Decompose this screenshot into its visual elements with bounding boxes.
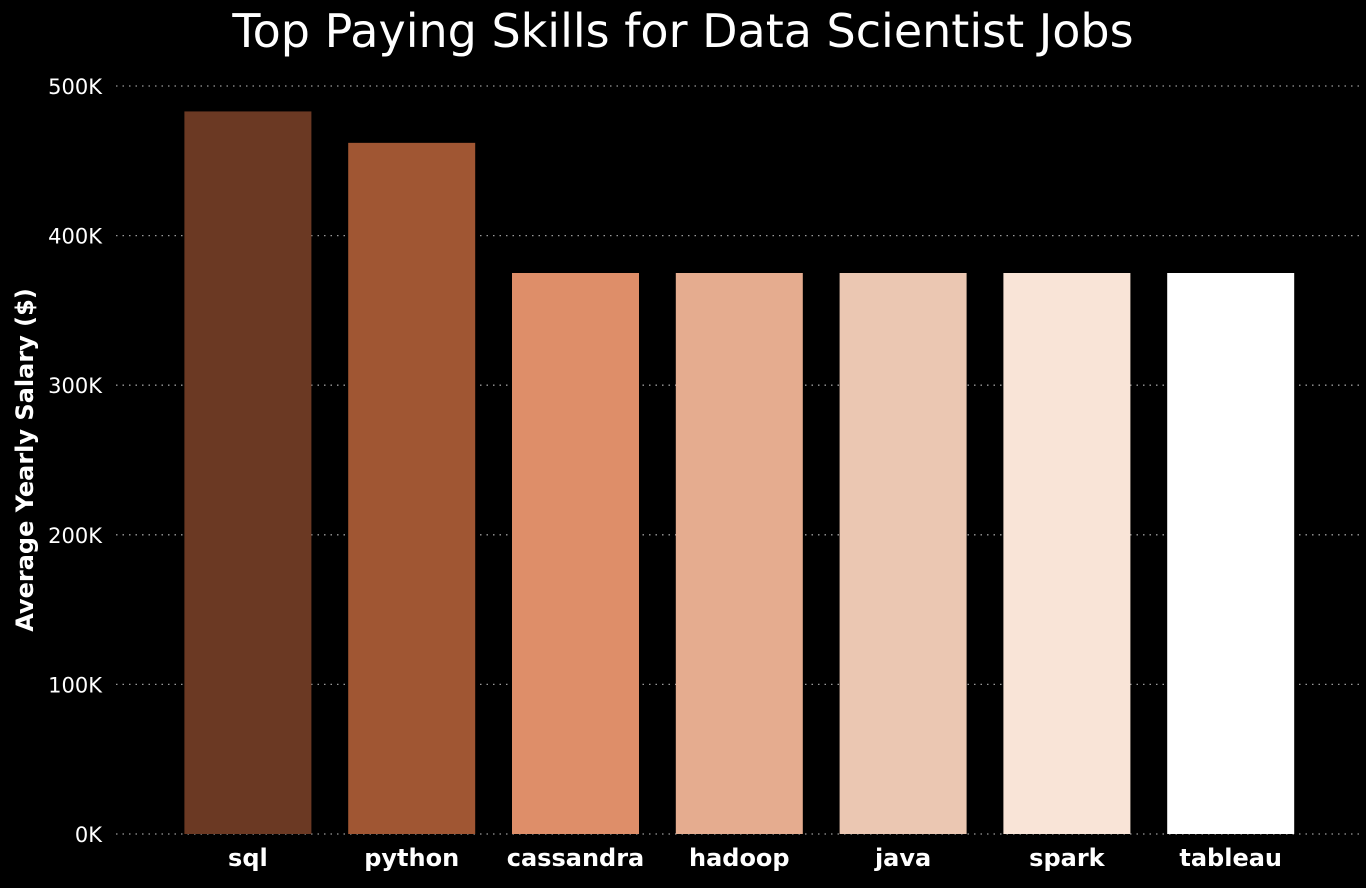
bar-python: [348, 142, 476, 834]
bar-cassandra: [512, 273, 639, 834]
x-tick-labels: sql python cassandra hadoop java spark tableau: [228, 844, 1282, 872]
x-tick-label-spark: spark: [1029, 844, 1105, 872]
y-tick-label: 400K: [48, 225, 103, 249]
bar-spark: [1003, 273, 1131, 834]
y-tick-label: 100K: [48, 673, 103, 697]
y-tick-label: 0K: [75, 823, 103, 847]
y-tick-label: 200K: [48, 524, 103, 548]
bar-tableau: [1167, 273, 1295, 834]
x-tick-label-cassandra: cassandra: [507, 844, 644, 872]
y-axis-label: Average Yearly Salary ($): [11, 288, 39, 632]
bars: [184, 111, 1295, 834]
x-tick-label-java: java: [874, 844, 931, 872]
y-tick-label: 300K: [48, 374, 103, 398]
bar-sql: [184, 111, 312, 834]
x-tick-label-tableau: tableau: [1179, 844, 1282, 872]
y-tick-label: 500K: [48, 75, 103, 99]
x-tick-label-hadoop: hadoop: [689, 844, 790, 872]
y-tick-labels: 0K 100K 200K 300K 400K 500K: [48, 75, 103, 847]
x-tick-label-python: python: [364, 844, 459, 872]
chart-title: Top Paying Skills for Data Scientist Job…: [231, 4, 1133, 58]
x-tick-label-sql: sql: [228, 844, 268, 872]
bar-java: [839, 273, 967, 834]
bar-hadoop: [675, 273, 803, 834]
